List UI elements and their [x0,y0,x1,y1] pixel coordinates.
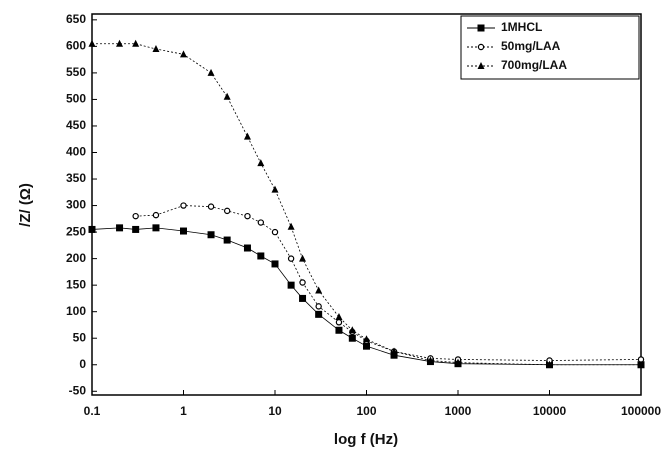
series-line [92,43,641,366]
x-axis-title: log f (Hz) [334,431,398,448]
data-point [132,212,139,220]
data-point [299,254,307,262]
data-point [257,159,265,167]
series-line [135,205,642,361]
x-tick-label: 100 [356,404,376,418]
data-point [271,260,279,268]
y-tick-label: 350 [66,171,86,185]
y-tick-label: 250 [66,224,86,238]
x-tick-label: 1000 [445,404,472,418]
data-point [223,236,231,244]
data-point [132,225,140,233]
data-point [426,356,434,364]
data-point [152,211,160,219]
y-tick-label: 200 [66,251,86,265]
data-point [271,185,279,193]
data-point [257,219,265,226]
y-tick-label: 650 [66,12,86,26]
x-tick-label: 10 [268,404,282,418]
y-tick-label: 100 [66,304,86,318]
data-point [180,50,187,58]
data-point [207,231,215,239]
y-tick-label: 600 [66,39,86,53]
data-point [116,224,124,232]
y-tick-label: 300 [66,198,86,212]
x-tick-label: 1 [180,404,187,418]
data-point [348,326,356,334]
y-tick-label: 450 [66,118,86,132]
data-point [348,334,356,342]
y-tick-label: 50 [73,330,87,344]
x-tick-label: 0.1 [84,404,101,418]
data-point [299,279,306,286]
legend-label: 700mg/LAA [501,58,567,72]
data-point [546,360,553,368]
y-tick-label: 0 [79,357,86,371]
data-point [454,358,462,366]
data-point [637,360,645,368]
data-point [223,207,231,215]
x-tick-label: 10000 [533,404,567,418]
data-point [315,310,323,318]
y-axis-title: /Z/ (Ω) [17,183,34,227]
data-point [207,203,215,210]
data-point [315,286,323,294]
data-point [390,347,398,355]
data-point [243,244,251,252]
data-point [207,68,215,76]
data-point [152,45,160,53]
legend-marker [477,43,485,51]
legend-box [460,15,640,80]
data-point [88,39,96,47]
data-point [180,202,187,209]
y-tick-label: 400 [66,145,86,159]
data-point [363,342,370,350]
legend-label: 50mg/LAA [501,39,561,53]
x-tick-label: 100000 [621,404,661,418]
data-point [335,312,343,320]
data-point [287,255,295,262]
y-tick-label: 550 [66,65,86,79]
legend-label: 1MHCL [501,20,542,34]
data-point [271,228,279,236]
y-tick-label: 150 [66,277,86,291]
data-point [243,132,251,140]
data-point [257,252,265,260]
data-point [287,222,295,230]
data-point [335,319,343,326]
data-point [390,351,398,359]
y-tick-label: -50 [69,383,87,397]
data-point [180,227,187,235]
data-point [315,303,322,310]
legend-marker [477,24,485,32]
data-point [335,326,343,334]
data-point [299,294,307,302]
data-point [244,212,251,220]
data-point [116,39,124,47]
data-point [363,335,370,343]
data-point [287,281,295,289]
data-point [88,225,96,233]
data-point [223,92,231,100]
data-point [152,224,160,232]
legend-marker [477,62,485,69]
y-tick-label: 500 [66,92,86,106]
data-point [132,39,140,47]
